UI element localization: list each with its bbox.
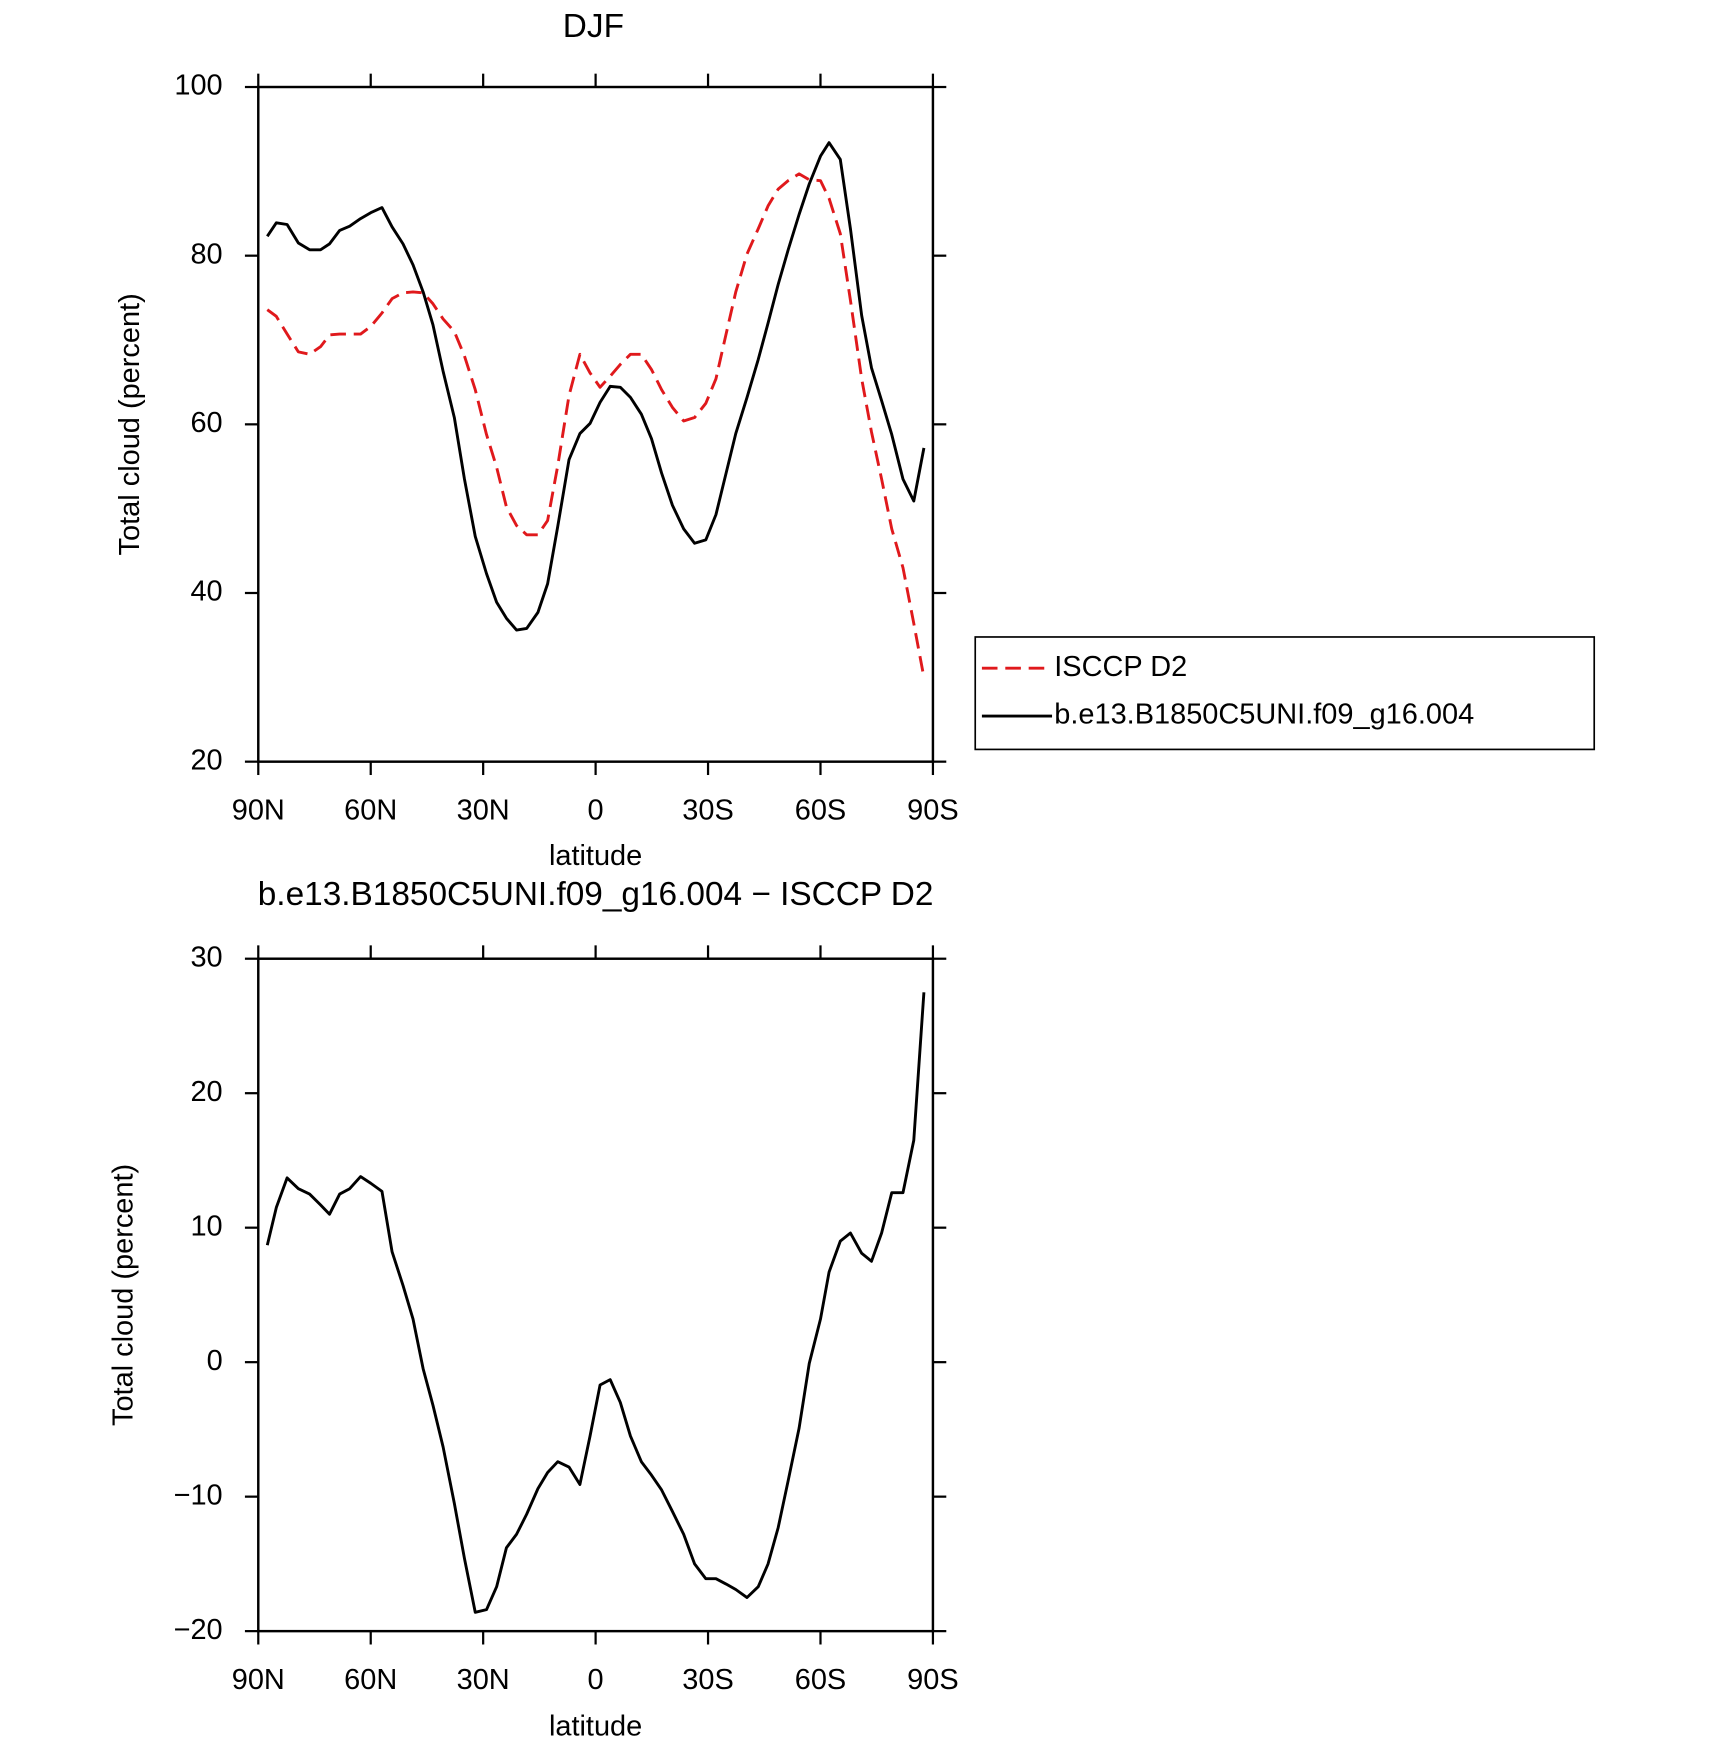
y-tick-label: 40: [190, 576, 222, 608]
series-line: [266, 172, 926, 678]
y-tick-label: 0: [207, 1345, 223, 1377]
x-tick-label: 30S: [682, 794, 734, 826]
x-tick-label: 0: [588, 794, 604, 826]
legend-label: b.e13.B1850C5UNI.f09_g16.004: [1054, 699, 1474, 731]
x-tick-label: 60N: [344, 1664, 397, 1696]
plot-frame: [257, 85, 935, 763]
y-tick-label: 20: [190, 744, 222, 776]
series-line: [265, 992, 926, 1614]
x-axis-label: latitude: [549, 840, 642, 872]
y-tick-label: 20: [190, 1076, 222, 1108]
x-tick-label: 30S: [682, 1664, 734, 1696]
y-tick-label: 100: [174, 70, 222, 102]
x-tick-label: 90S: [907, 1664, 959, 1696]
x-tick-label: 60N: [344, 794, 397, 826]
x-tick-label: 90S: [907, 794, 959, 826]
x-tick-label: 60S: [795, 794, 847, 826]
y-tick-label: 30: [190, 941, 222, 973]
x-tick-label: 60S: [795, 1664, 847, 1696]
x-tick-label: 90N: [232, 1664, 285, 1696]
y-tick-label: 10: [190, 1210, 222, 1242]
y-tick-label: −10: [174, 1479, 223, 1511]
x-axis-label: latitude: [549, 1711, 642, 1743]
x-tick-label: 30N: [457, 1664, 510, 1696]
legend-box: [974, 636, 1596, 751]
legend: ISCCP D2 b.e13.B1850C5UNI.f09_g16.004: [974, 636, 1596, 751]
y-tick-label: −20: [174, 1614, 223, 1646]
x-tick-label: 30N: [457, 794, 510, 826]
x-tick-label: 0: [588, 1664, 604, 1696]
chart-title: b.e13.B1850C5UNI.f09_g16.004 − ISCCP D2: [258, 876, 934, 913]
series-line: [266, 141, 926, 632]
y-tick-label: 80: [190, 238, 222, 270]
y-axis-label: Total cloud (percent): [107, 1164, 139, 1426]
x-tick-label: 90N: [232, 794, 285, 826]
legend-label: ISCCP D2: [1054, 651, 1187, 683]
chart-title: DJF: [563, 8, 624, 45]
plot-frame: [257, 957, 935, 1633]
y-axis-label: Total cloud (percent): [114, 293, 146, 555]
y-tick-label: 60: [190, 407, 222, 439]
